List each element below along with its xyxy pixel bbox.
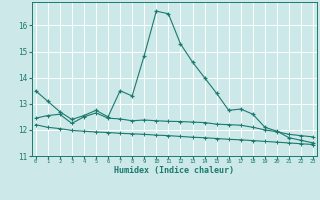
X-axis label: Humidex (Indice chaleur): Humidex (Indice chaleur): [115, 166, 234, 175]
